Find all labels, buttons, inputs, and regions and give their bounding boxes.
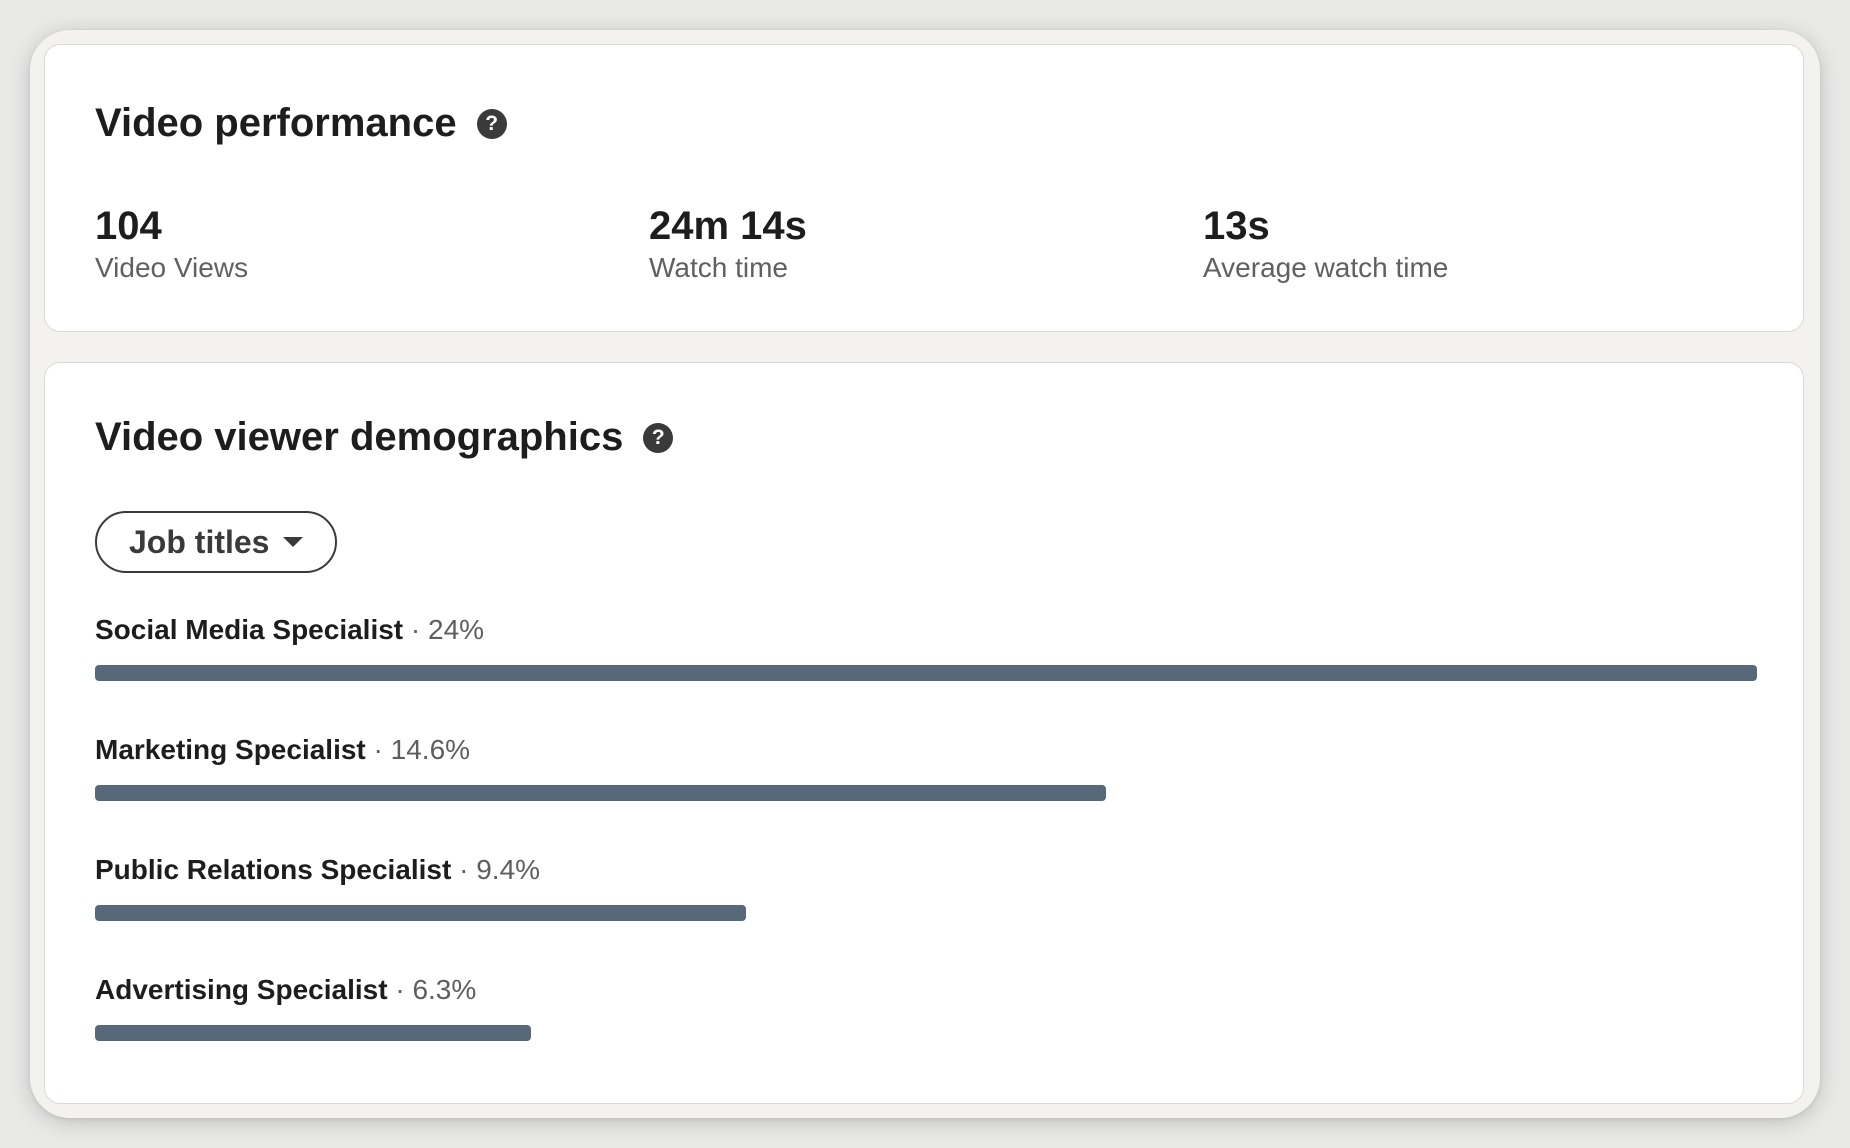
chevron-down-icon (283, 537, 304, 547)
demographics-bar-list: Social Media Specialist · 24% Marketing … (95, 613, 1757, 1093)
metric-watch-time: 24m 14s Watch time (649, 203, 807, 285)
demographic-row-label: Social Media Specialist · 24% (95, 613, 1757, 647)
job-title-name: Social Media Specialist (95, 614, 404, 645)
video-performance-title-text: Video performance (95, 101, 457, 145)
job-title-percent: 14.6% (390, 734, 471, 765)
video-viewer-demographics-title-text: Video viewer demographics (95, 415, 624, 459)
label-separator: · (410, 614, 421, 645)
percentage-bar (95, 665, 1757, 681)
label-separator: · (373, 734, 383, 765)
demographic-row: Marketing Specialist · 14.6% (95, 733, 1757, 853)
demographic-row-label: Advertising Specialist · 6.3% (95, 973, 1757, 1007)
metric-value: 13s (1203, 204, 1270, 248)
bar-track (95, 665, 1757, 681)
job-title-name: Advertising Specialist (95, 974, 388, 1005)
percentage-bar (95, 1025, 532, 1041)
job-title-name: Marketing Specialist (95, 734, 366, 765)
demographic-row: Public Relations Specialist · 9.4% (95, 853, 1757, 973)
video-performance-title: Video performance ? (95, 101, 507, 146)
label-separator: · (459, 854, 469, 885)
bar-track (95, 785, 1757, 801)
analytics-panel: Video performance ? 104 Video Views 24m … (30, 30, 1820, 1118)
demographic-row: Advertising Specialist · 6.3% (95, 973, 1757, 1093)
bar-track (95, 1025, 1757, 1041)
demographic-row: Social Media Specialist · 24% (95, 613, 1757, 733)
metric-value: 104 (95, 204, 162, 248)
metric-average-watch-time: 13s Average watch time (1203, 203, 1448, 285)
percentage-bar (95, 905, 746, 921)
demographic-type-dropdown[interactable]: Job titles (95, 511, 338, 573)
metric-video-views: 104 Video Views (95, 203, 248, 285)
job-title-percent: 24% (428, 614, 485, 645)
help-icon[interactable]: ? (643, 422, 674, 453)
metric-label: Watch time (649, 252, 788, 283)
metric-label: Video Views (95, 252, 249, 283)
video-performance-card: Video performance ? 104 Video Views 24m … (44, 44, 1804, 332)
demographic-row-label: Marketing Specialist · 14.6% (95, 733, 1757, 767)
video-viewer-demographics-title: Video viewer demographics ? (95, 415, 674, 460)
metric-value: 24m 14s (649, 204, 807, 248)
job-title-percent: 9.4% (476, 854, 541, 885)
video-viewer-demographics-card: Video viewer demographics ? Job titles S… (44, 362, 1804, 1104)
bar-track (95, 905, 1757, 921)
demographic-row-label: Public Relations Specialist · 9.4% (95, 853, 1757, 887)
help-icon[interactable]: ? (476, 108, 507, 139)
job-title-percent: 6.3% (412, 974, 477, 1005)
label-separator: · (395, 974, 405, 1005)
percentage-bar (95, 785, 1107, 801)
dropdown-selected-label: Job titles (129, 523, 270, 560)
job-title-name: Public Relations Specialist (95, 854, 452, 885)
metric-label: Average watch time (1203, 252, 1449, 283)
